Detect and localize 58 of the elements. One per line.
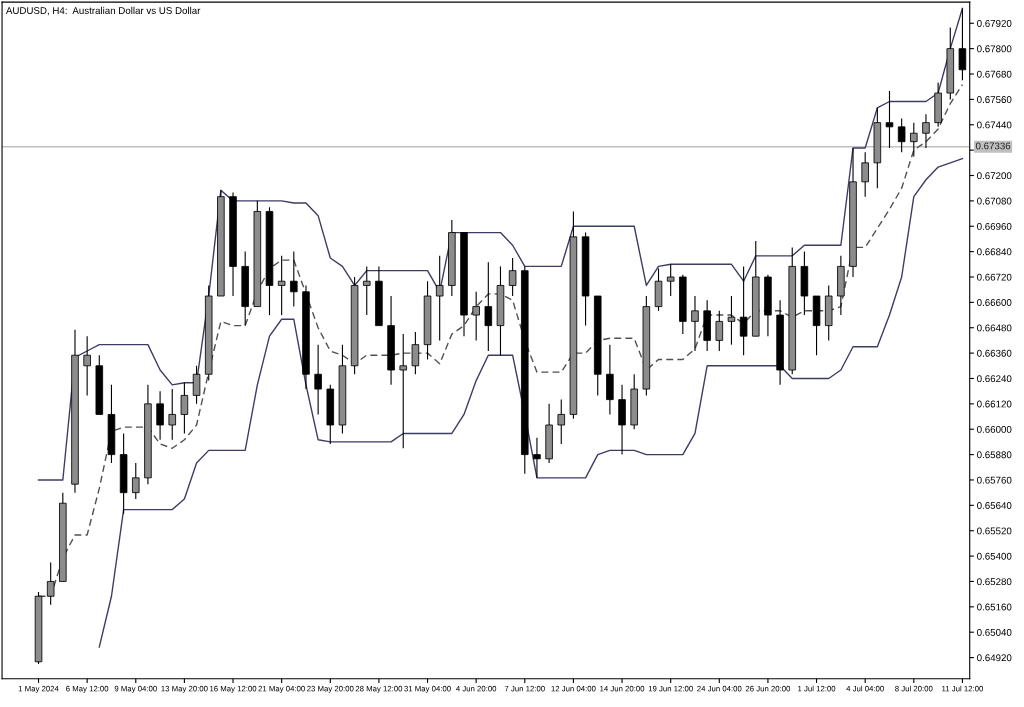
y-tick-label: 0.66840	[977, 248, 1012, 256]
candlestick	[399, 333, 407, 449]
candlestick	[922, 113, 930, 149]
chart-title: AUDUSD, H4: Australian Dollar vs US Dollar	[5, 6, 201, 16]
candlestick	[362, 265, 371, 316]
y-tick-label: 0.66600	[977, 299, 1012, 306]
y-tick-label: 0.64920	[977, 654, 1012, 662]
candlestick	[472, 291, 480, 341]
candlestick	[314, 344, 322, 415]
candlestick	[180, 382, 189, 435]
candlestick	[691, 295, 699, 352]
y-tick-label: 0.66480	[977, 324, 1012, 332]
y-tick-label: 0.65520	[977, 527, 1012, 535]
candlestick	[861, 151, 869, 198]
candlestick	[666, 263, 675, 297]
y-tick-label: 0.65760	[977, 476, 1012, 484]
y-tick-label: 0.66360	[977, 349, 1012, 357]
y-tick-label: 0.67080	[977, 197, 1012, 205]
candlestick	[435, 255, 444, 341]
candlestick	[557, 399, 566, 445]
y-tick-label: 0.65880	[977, 451, 1012, 459]
y-tick-label: 0.65040	[977, 628, 1012, 636]
candlestick	[910, 122, 918, 158]
y-tick-label: 0.67560	[977, 96, 1012, 103]
y-tick-label: 0.67800	[977, 45, 1012, 53]
y-tick-label: 0.67680	[977, 70, 1012, 78]
ref-line-label: 0.67336	[975, 142, 1011, 150]
y-tick-label: 0.65280	[977, 578, 1012, 586]
candlestick	[715, 310, 724, 352]
y-tick-label: 0.65400	[977, 552, 1012, 560]
candlestick	[727, 295, 736, 346]
candlestick	[508, 257, 517, 297]
candlestick	[83, 335, 91, 396]
y-tick-label: 0.67200	[977, 172, 1012, 180]
candlestick	[132, 462, 140, 500]
line-series	[98, 157, 964, 648]
candlestick	[885, 90, 894, 149]
candlestick	[958, 7, 967, 81]
y-tick-label: 0.67440	[977, 121, 1012, 129]
candlestick	[192, 365, 201, 405]
y-tick-label: 0.66960	[977, 222, 1012, 230]
candlestick	[897, 117, 906, 153]
candlestick	[533, 437, 541, 479]
candlestick	[156, 390, 164, 441]
y-tick-label: 0.66240	[977, 375, 1012, 383]
candlestick	[168, 388, 177, 441]
y-tick-label: 0.67920	[977, 20, 1012, 27]
candlestick	[739, 265, 748, 356]
y-tick-label: 0.65160	[977, 603, 1012, 611]
y-tick-label: 0.66720	[977, 273, 1012, 281]
candlestick	[277, 255, 286, 316]
y-tick-label: 0.65640	[977, 502, 1012, 509]
candlestick	[46, 561, 55, 606]
candlestick	[484, 261, 493, 352]
y-tick-label: 0.66000	[977, 425, 1012, 433]
candlestick	[411, 331, 420, 375]
y-tick-label: 0.66120	[977, 400, 1012, 408]
candlestick	[290, 251, 298, 308]
